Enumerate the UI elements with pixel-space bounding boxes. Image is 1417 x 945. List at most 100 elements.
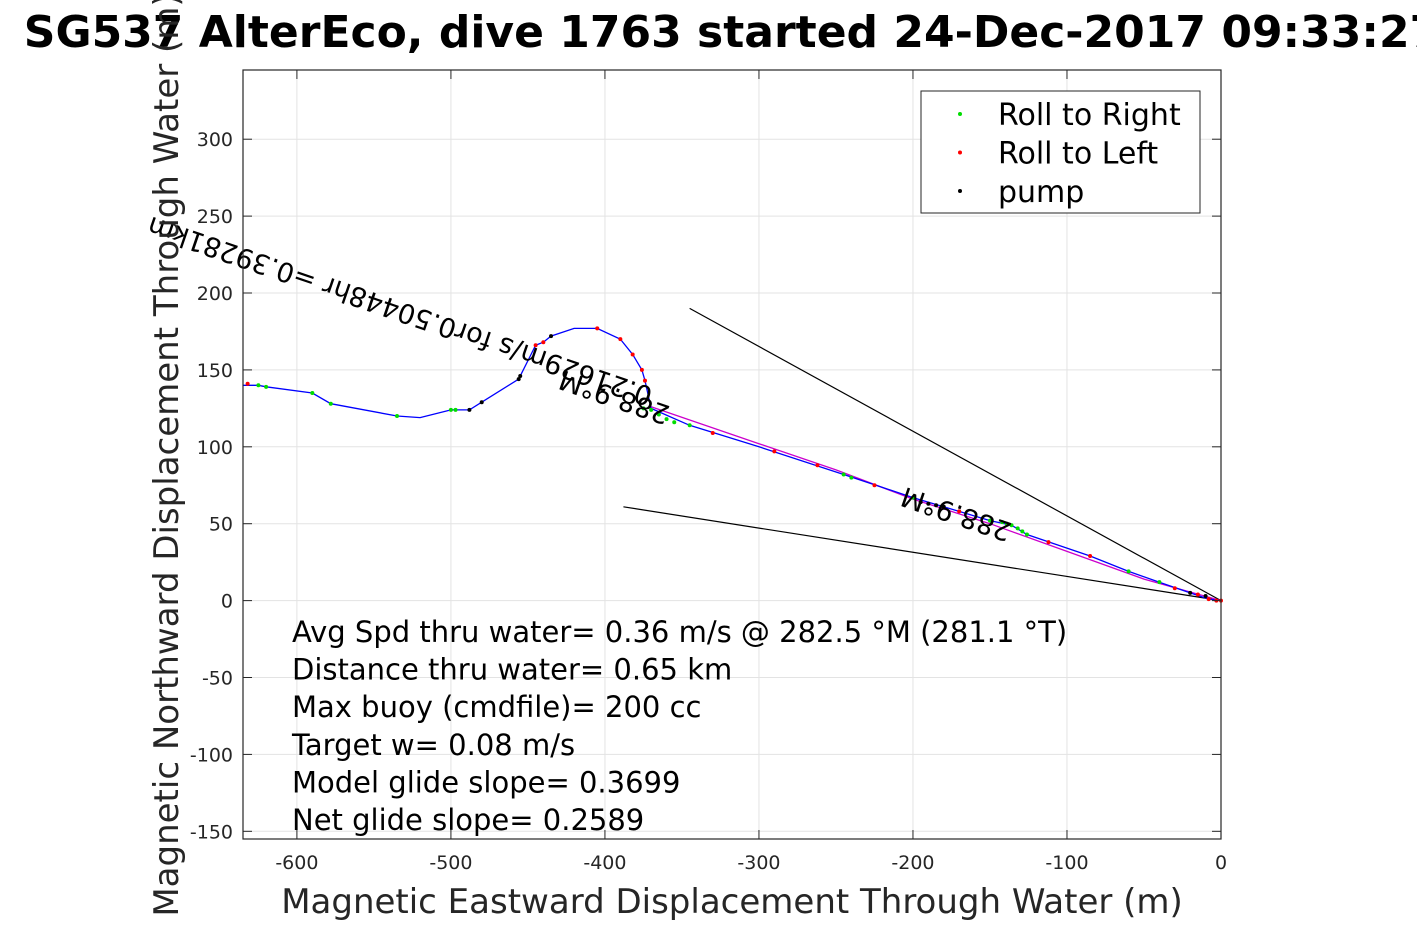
y-tick-label: 0 — [221, 591, 233, 613]
roll-right-point — [1009, 523, 1014, 528]
stats-line: Avg Spd thru water= 0.36 m/s @ 282.5 °M … — [292, 615, 1067, 649]
roll-left-point — [245, 381, 250, 386]
roll-right-point — [328, 401, 333, 406]
data-points — [245, 326, 1223, 603]
legend-label: Roll to Right — [998, 98, 1181, 133]
legend-marker — [958, 150, 962, 155]
roll-left-point — [1195, 592, 1200, 597]
roll-left-point — [1206, 597, 1211, 602]
y-tick-label: -150 — [190, 821, 233, 843]
legend-box — [920, 90, 1201, 214]
roll-left-point — [815, 463, 820, 468]
roll-left-point — [533, 343, 538, 348]
x-tick-label: 0 — [1215, 852, 1227, 874]
axes-frame — [242, 69, 1222, 840]
roll-right-point — [453, 407, 458, 412]
pump-point — [549, 334, 554, 339]
roll-left-point — [630, 352, 635, 357]
roll-right-point — [987, 518, 992, 523]
roll-right-point — [649, 407, 654, 412]
y-tick-label: -100 — [190, 744, 233, 766]
x-tick-label: -500 — [429, 852, 472, 874]
heading-reference-line — [623, 506, 1222, 602]
pump-point — [1203, 593, 1208, 598]
roll-right-point — [841, 472, 846, 477]
roll-left-point — [957, 509, 962, 514]
stats-line: Net glide slope= 0.2589 — [292, 803, 644, 837]
x-tick-label: -100 — [1045, 852, 1088, 874]
roll-left-point — [1172, 586, 1177, 591]
pump-point — [479, 400, 484, 405]
roll-left-point — [639, 367, 644, 372]
y-tick-label: 100 — [197, 437, 233, 459]
roll-right-point — [849, 475, 854, 480]
depth-averaged-track-line — [650, 406, 1222, 602]
chart-title: SG537 AlterEco, dive 1763 started 24-Dec… — [24, 7, 1417, 58]
roll-right-point — [1015, 526, 1020, 531]
y-tick-label: 50 — [209, 514, 233, 536]
pump-point — [518, 374, 523, 379]
pump-point — [467, 407, 472, 412]
y-tick-label: -50 — [202, 668, 233, 690]
reference-lines — [623, 307, 1222, 602]
roll-right-point — [1020, 529, 1025, 534]
roll-right-point — [910, 495, 915, 500]
pump-point — [516, 377, 521, 382]
pump-point — [934, 503, 939, 508]
roll-left-point — [872, 483, 877, 488]
axis-ticks — [243, 70, 1222, 839]
roll-left-point — [595, 326, 600, 331]
roll-left-point — [642, 378, 647, 383]
roll-right-point — [1004, 521, 1009, 526]
x-tick-label: -300 — [737, 852, 780, 874]
x-tick-label: -600 — [275, 852, 318, 874]
roll-right-point — [664, 417, 669, 422]
pump-point — [926, 501, 931, 506]
y-tick-label: 200 — [197, 283, 233, 305]
roll-right-point — [1024, 532, 1029, 537]
legend-marker — [958, 189, 962, 193]
roll-right-point — [1126, 569, 1131, 574]
y-tick-label: 250 — [197, 206, 233, 228]
legend-label: Roll to Left — [998, 137, 1158, 172]
dive-track — [243, 327, 1222, 602]
roll-left-point — [1088, 554, 1093, 559]
stats-line: Target w= 0.08 m/s — [291, 728, 575, 762]
roll-right-point — [641, 406, 646, 411]
roll-left-point — [772, 449, 777, 454]
y-tick-label: 150 — [197, 360, 233, 382]
roll-right-point — [687, 423, 692, 428]
roll-right-point — [448, 407, 453, 412]
roll-right-point — [1000, 520, 1005, 525]
dive-track-line — [243, 327, 1222, 602]
pump-point — [941, 504, 946, 509]
stats-line: Max buoy (cmdfile)= 200 cc — [292, 690, 701, 724]
roll-left-point — [618, 337, 623, 342]
roll-right-point — [256, 383, 261, 388]
roll-right-point — [656, 412, 661, 417]
y-tick-label: 300 — [197, 129, 233, 151]
pump-point — [1188, 590, 1193, 595]
roll-left-point — [710, 430, 715, 435]
x-tick-labels: -600 -500 -400 -300 -200 -100 0 — [275, 852, 1227, 874]
roll-right-point — [264, 384, 269, 389]
x-tick-label: -400 — [583, 852, 626, 874]
roll-right-point — [672, 420, 677, 425]
stats-block: Avg Spd thru water= 0.36 m/s @ 282.5 °M … — [291, 615, 1067, 837]
roll-right-point — [310, 390, 315, 395]
roll-right-point — [1157, 580, 1162, 585]
roll-right-point — [395, 414, 400, 419]
pump-point — [918, 500, 923, 505]
stats-line: Model glide slope= 0.3699 — [292, 765, 680, 799]
roll-left-point — [541, 340, 546, 345]
x-tick-label: -200 — [891, 852, 934, 874]
x-axis-label: Magnetic Eastward Displacement Through W… — [281, 882, 1183, 922]
legend-label: pump — [998, 175, 1084, 210]
y-axis-label: Magnetic Northward Displacement Through … — [147, 0, 187, 917]
y-tick-labels: -150 -100 -50 0 50 100 150 200 250 300 — [190, 129, 233, 843]
heading-reference-line — [689, 307, 1222, 602]
stats-line: Distance thru water= 0.65 km — [292, 653, 732, 687]
